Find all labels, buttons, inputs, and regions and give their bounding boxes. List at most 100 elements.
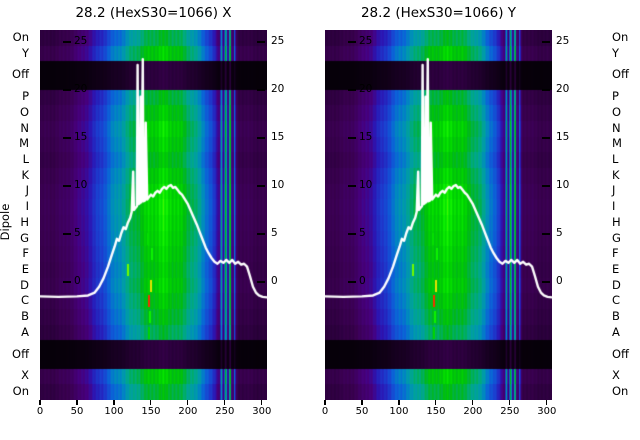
overlay-tick-label: 5: [74, 227, 81, 239]
row-label-right: On: [612, 384, 629, 399]
x-tick-mark: [472, 400, 474, 405]
overlay-tick-label: 0: [359, 275, 366, 287]
overlay-tick-mark: [348, 185, 356, 187]
x-tick-mark: [546, 400, 548, 405]
overlay-tick-label: 15: [271, 131, 285, 143]
overlay-tick-label: 20: [271, 83, 285, 95]
row-label-left: O: [19, 105, 29, 120]
row-label-left: E: [21, 261, 29, 276]
overlay-tick-mark: [257, 89, 265, 91]
row-label-right: B: [612, 308, 620, 323]
x-tick-mark: [113, 400, 115, 405]
overlay-tick-label: 25: [359, 35, 373, 47]
row-label-right: P: [612, 89, 619, 104]
x-tick-mark: [398, 400, 400, 405]
x-tick-mark: [76, 400, 78, 405]
overlay-tick-label: 20: [359, 83, 373, 95]
overlay-tick-mark: [348, 281, 356, 283]
row-label-right: On: [612, 29, 629, 44]
row-label-left: Y: [21, 45, 29, 60]
row-label-left: A: [21, 324, 29, 339]
overlay-tick-label: 0: [271, 275, 278, 287]
x-tick-label: 300: [252, 406, 272, 417]
x-tick-label: 150: [141, 406, 161, 417]
row-label-left: On: [12, 29, 29, 44]
row-label-right: N: [612, 120, 621, 135]
x-tick-label: 0: [36, 406, 44, 417]
overlay-tick-label: 10: [271, 179, 285, 191]
overlay-tick-mark: [257, 233, 265, 235]
x-tick-mark: [150, 400, 152, 405]
overlay-tick-label: 25: [556, 35, 570, 47]
x-tick-label: 250: [500, 406, 520, 417]
row-label-left: On: [12, 384, 29, 399]
x-tick-mark: [39, 400, 41, 405]
panel-title-x: 28.2 (HexS30=1066) X: [75, 5, 232, 21]
row-label-right: E: [612, 261, 620, 276]
x-tick-label: 50: [70, 406, 84, 417]
overlay-tick-mark: [63, 281, 71, 283]
overlay-tick-mark: [348, 233, 356, 235]
overlay-tick-mark: [542, 41, 550, 43]
overlay-tick-label: 20: [556, 83, 570, 95]
row-label-left: G: [20, 230, 29, 245]
row-label-left: D: [20, 277, 29, 292]
row-label-left: J: [25, 183, 29, 198]
overlay-tick-label: 15: [359, 131, 373, 143]
row-label-right: K: [612, 167, 620, 182]
overlay-tick-mark: [542, 137, 550, 139]
x-tick-mark: [261, 400, 263, 405]
overlay-tick-label: 15: [74, 131, 88, 143]
row-label-left: N: [20, 120, 29, 135]
row-label-right: L: [612, 152, 619, 167]
overlay-tick-mark: [348, 41, 356, 43]
overlay-tick-label: 0: [74, 275, 81, 287]
row-label-right: X: [612, 368, 620, 383]
x-tick-label: 150: [426, 406, 446, 417]
x-tick-label: 0: [321, 406, 329, 417]
overlay-tick-mark: [542, 233, 550, 235]
overlay-tick-mark: [257, 137, 265, 139]
x-tick-mark: [324, 400, 326, 405]
overlay-tick-label: 5: [359, 227, 366, 239]
overlay-tick-mark: [257, 185, 265, 187]
overlay-tick-label: 20: [74, 83, 88, 95]
overlay-tick-label: 5: [556, 227, 563, 239]
row-label-left: Off: [12, 346, 29, 361]
overlay-tick-label: 0: [556, 275, 563, 287]
row-label-left: B: [21, 308, 29, 323]
overlay-tick-label: 25: [74, 35, 88, 47]
row-label-left: L: [22, 152, 29, 167]
overlay-tick-mark: [348, 89, 356, 91]
x-tick-mark: [509, 400, 511, 405]
x-tick-mark: [361, 400, 363, 405]
row-label-right: H: [612, 214, 621, 229]
heatmap-canvas-x: [40, 30, 267, 400]
overlay-tick-mark: [63, 185, 71, 187]
x-tick-mark: [435, 400, 437, 405]
overlay-tick-label: 10: [359, 179, 373, 191]
row-label-left: P: [22, 89, 29, 104]
row-label-right: Y: [612, 45, 620, 60]
x-tick-label: 50: [355, 406, 369, 417]
row-label-right: G: [612, 230, 621, 245]
row-label-right: I: [612, 199, 616, 214]
x-tick-label: 200: [463, 406, 483, 417]
overlay-tick-mark: [63, 89, 71, 91]
row-label-left: I: [25, 199, 29, 214]
overlay-tick-label: 25: [271, 35, 285, 47]
row-label-right: O: [612, 105, 622, 120]
row-label-right: F: [612, 246, 619, 261]
overlay-tick-mark: [257, 41, 265, 43]
x-tick-mark: [224, 400, 226, 405]
row-label-right: D: [612, 277, 621, 292]
overlay-tick-label: 5: [271, 227, 278, 239]
heatmap-canvas-y: [325, 30, 552, 400]
row-label-left: H: [20, 214, 29, 229]
x-tick-label: 300: [537, 406, 557, 417]
overlay-tick-mark: [63, 137, 71, 139]
overlay-tick-mark: [348, 137, 356, 139]
overlay-tick-label: 10: [74, 179, 88, 191]
row-label-left: M: [19, 136, 29, 151]
